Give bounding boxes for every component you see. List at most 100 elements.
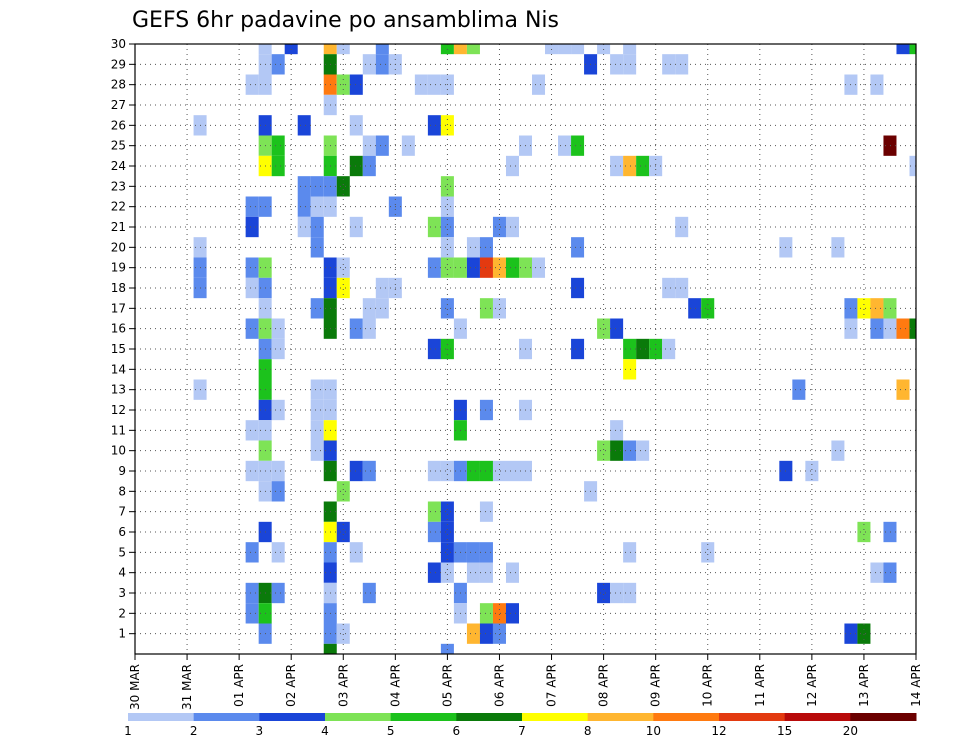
heatmap-cell [883,318,897,339]
y-tick-label: 19 [111,261,126,275]
y-tick-label: 22 [111,200,126,214]
heatmap-cell [323,643,337,654]
heatmap-cell [831,440,845,461]
heatmap-cell [492,257,506,278]
heatmap-cell [310,237,324,258]
heatmap-cell [505,257,519,278]
heatmap-cell [610,440,624,461]
heatmap-cell [675,216,689,238]
heatmap-cell [362,582,376,604]
y-tick-label: 1 [118,627,126,641]
legend-swatch [587,713,654,721]
heatmap-cell [245,582,259,604]
y-tick-label: 2 [118,606,126,620]
heatmap-cell [323,44,337,55]
heatmap-cell [440,562,454,583]
heatmap-cell [245,460,259,482]
heatmap-cell [245,277,259,299]
heatmap-cell [427,257,441,278]
y-tick-label: 30 [111,37,126,51]
heatmap-cell [883,562,897,583]
heatmap-cell [336,176,350,197]
heatmap-cell [349,460,363,482]
legend-label: 3 [256,724,264,738]
x-tick-label: 01 APR [232,664,246,707]
heatmap-cell [623,338,637,360]
heatmap-cell [610,155,624,177]
heatmap-cell [896,44,910,55]
heatmap-cell [440,176,454,197]
heatmap-cell [310,420,324,441]
heatmap-cell [362,298,376,319]
heatmap-cell [245,603,259,624]
heatmap-cell [310,176,324,197]
heatmap-cell [571,135,585,156]
legend-swatch [850,713,917,721]
heatmap-cell [271,135,285,156]
y-tick-label: 21 [111,220,126,234]
y-tick-label: 13 [111,383,126,397]
legend-label: 4 [321,724,329,738]
heatmap-cell [492,460,506,482]
heatmap-cell [505,216,519,238]
heatmap-cell [297,196,311,217]
heatmap-cell [479,542,493,563]
heatmap-cell [505,460,519,482]
heatmap-cell [466,623,480,644]
x-tick-label: 08 APR [597,664,611,707]
y-tick-label: 17 [111,301,126,315]
legend-label: 12 [711,724,726,738]
heatmap-cell [896,318,910,339]
y-tick-label: 15 [111,342,126,356]
heatmap-cell [479,562,493,583]
heatmap-cell [310,196,324,217]
y-tick-label: 5 [118,545,126,559]
heatmap-cell [336,277,350,299]
heatmap-cell [675,54,689,75]
x-tick-label: 07 APR [545,664,559,707]
heatmap-cell [870,562,884,583]
heatmap-cell [492,298,506,319]
heatmap-cell [532,257,546,278]
heatmap-cell [623,542,637,563]
heatmap-cell [623,54,637,75]
heatmap-cell [271,155,285,177]
y-tick-label: 28 [111,78,126,92]
heatmap-cell [466,44,480,55]
heatmap-cell [870,318,884,339]
x-tick-label: 11 APR [753,664,767,707]
heatmap-cell [505,562,519,583]
heatmap-cell [349,155,363,177]
heatmap-cell [453,44,467,55]
heatmap-cell [349,216,363,238]
legend-label: 5 [387,724,395,738]
heatmap-cell [375,135,389,156]
chart-title: GEFS 6hr padavine po ansamblima Nis [132,8,559,33]
x-tick-label: 05 APR [440,664,454,707]
heatmap-cell [440,216,454,238]
heatmap-cell [597,582,611,604]
heatmap-cell [883,135,897,156]
color-legend: 1 2 3 4 5 6 7 8 10 12 15 20 [124,713,917,738]
heatmap-cell [479,603,493,624]
heatmap-cell [401,135,415,156]
heatmap-cell [440,521,454,543]
heatmap-cell [427,521,441,543]
heatmap-cell [414,74,428,95]
heatmap-cell [909,155,916,177]
heatmap-cell [623,359,637,380]
heatmap-cell [883,298,897,319]
y-tick-label: 25 [111,139,126,153]
heatmap-cell [427,338,441,360]
x-tick-label: 13 APR [857,664,871,707]
heatmap-cell [571,44,585,55]
heatmap-cell [245,420,259,441]
heatmap-cell [336,521,350,543]
y-tick-label: 27 [111,98,126,112]
y-tick-label: 16 [111,322,126,336]
x-tick-label: 10 APR [701,664,715,707]
heatmap-cell [297,216,311,238]
heatmap-cell [909,44,916,55]
heatmap-cell [636,338,650,360]
x-tick-label: 03 APR [336,664,350,707]
